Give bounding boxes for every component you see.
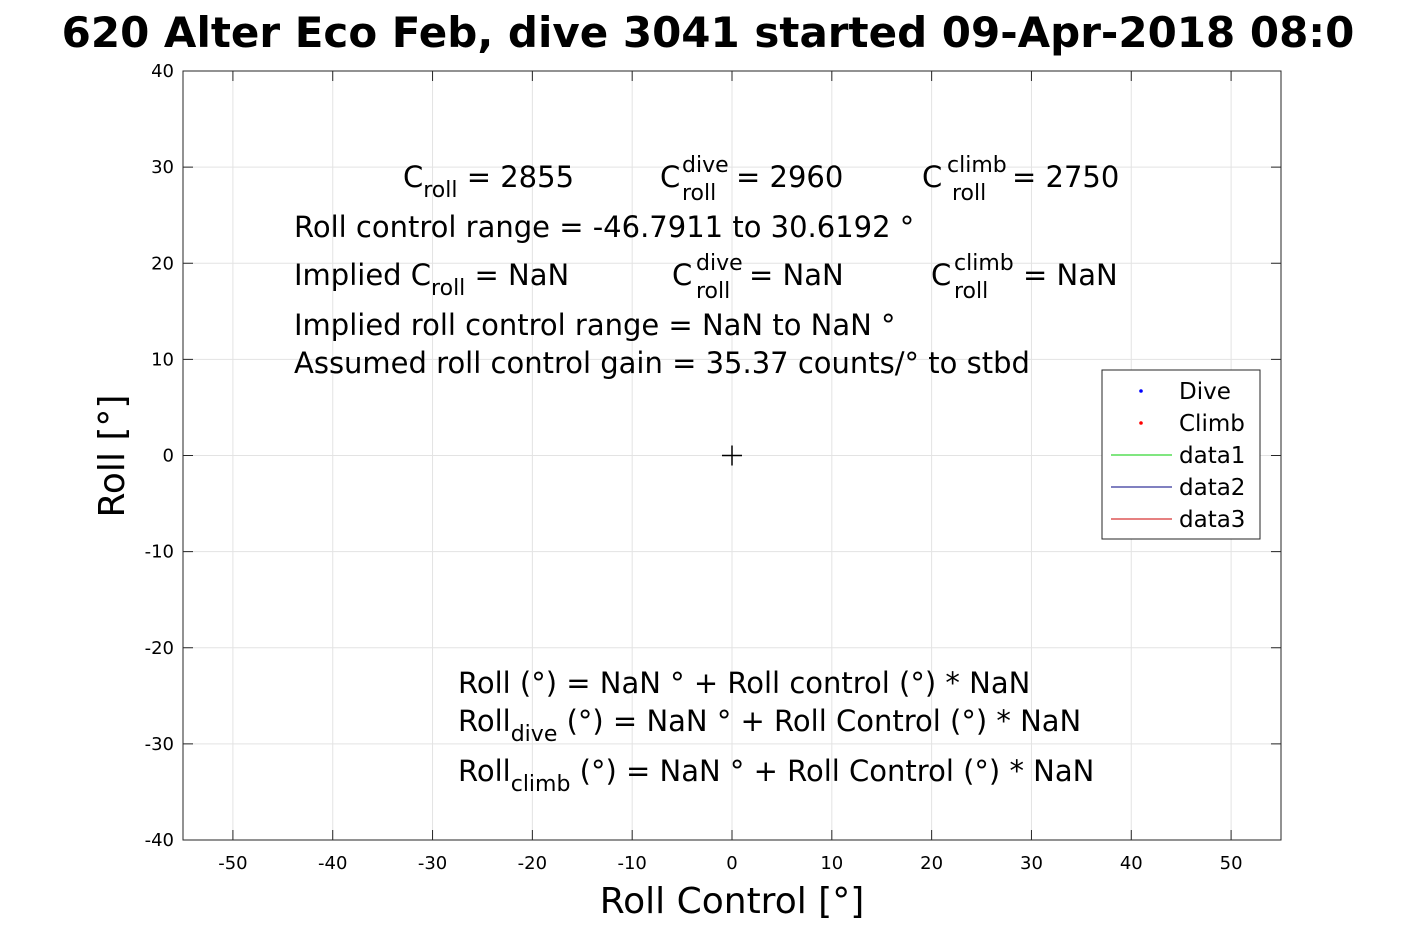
annotation-implied-climb-sup: climb	[954, 251, 1014, 276]
annotation-fits: Roll (°) = NaN ° + Roll control (°) * Na…	[458, 666, 1094, 797]
legend: Dive Climb data1 data2 data3	[1101, 369, 1261, 540]
annotation-c-roll-climb-value: = 2750	[1012, 160, 1119, 194]
annotation-implied-dive-sup: dive	[696, 251, 743, 276]
legend-label-data1: data1	[1179, 443, 1245, 469]
annotation-c-roll-climb-sub: roll	[952, 181, 986, 206]
x-tick-label: -30	[418, 853, 447, 874]
annotation-implied-climb: C	[931, 258, 951, 292]
x-axis-label: Roll Control [°]	[600, 881, 865, 922]
legend-label-data2: data2	[1179, 475, 1245, 501]
annotation-implied-dive-value: = NaN	[749, 258, 844, 292]
annotation-coefficients: Croll = 2855 C dive roll = 2960 C climb …	[294, 153, 1119, 380]
plot-frame	[182, 70, 1282, 841]
x-tick-label: -40	[318, 853, 347, 874]
annotation-fit-climb: Rollclimb (°) = NaN ° + Roll Control (°)…	[458, 754, 1094, 797]
origin-plus-marker	[722, 445, 742, 466]
annotation-implied-climb-sub: roll	[954, 279, 988, 304]
x-tick-label: -50	[218, 853, 247, 874]
x-tick-label: 30	[1020, 853, 1043, 874]
annotation-gain: Assumed roll control gain = 35.37 counts…	[294, 346, 1030, 380]
y-tick-label: 40	[151, 61, 174, 82]
y-axis-label: Roll [°]	[92, 395, 133, 518]
annotation-c-roll-climb: C	[922, 160, 942, 194]
x-tick-label: -10	[617, 853, 646, 874]
annotation-c-roll: Croll = 2855	[403, 160, 574, 203]
annotation-c-roll-climb-sup: climb	[947, 153, 1007, 178]
y-tick-label: 30	[151, 157, 174, 178]
annotation-fit-dive: Rolldive (°) = NaN ° + Roll Control (°) …	[458, 704, 1081, 747]
y-tick-labels: -40 -30 -20 -10 0 10 20 30 40	[145, 61, 174, 851]
y-tick-label: 10	[151, 349, 174, 370]
y-tick-label: -10	[145, 542, 174, 563]
x-tick-label: 0	[726, 853, 737, 874]
legend-label-dive: Dive	[1179, 379, 1231, 405]
legend-swatch-climb	[1139, 421, 1143, 425]
x-tick-label: 50	[1220, 853, 1243, 874]
annotation-range: Roll control range = -46.7911 to 30.6192…	[294, 210, 914, 244]
x-tick-label: 20	[920, 853, 943, 874]
legend-entries: Dive Climb data1 data2 data3	[1111, 379, 1245, 533]
x-tick-label: 40	[1120, 853, 1143, 874]
x-tick-label: -20	[518, 853, 547, 874]
x-tick-label: 10	[820, 853, 843, 874]
chart-title: 620 Alter Eco Feb, dive 3041 started 09-…	[62, 8, 1355, 57]
y-tick-label: -20	[145, 638, 174, 659]
annotation-c-roll-dive: C	[660, 160, 680, 194]
annotation-c-roll-dive-sub: roll	[682, 181, 716, 206]
annotation-implied-range: Implied roll control range = NaN to NaN …	[294, 308, 896, 342]
annotation-implied-dive: C	[672, 258, 692, 292]
annotation-implied-dive-sub: roll	[696, 279, 730, 304]
annotation-c-roll-dive-sup: dive	[682, 153, 729, 178]
y-tick-label: 20	[151, 253, 174, 274]
legend-label-data3: data3	[1179, 507, 1245, 533]
annotation-c-roll-dive-value: = 2960	[736, 160, 843, 194]
legend-label-climb: Climb	[1179, 411, 1245, 437]
y-tick-label: -30	[145, 734, 174, 755]
x-tick-labels: -50 -40 -30 -20 -10 0 10 20 30 40 50	[218, 853, 1242, 874]
annotation-implied-climb-value: = NaN	[1023, 258, 1118, 292]
y-tick-label: 0	[163, 446, 174, 467]
legend-swatch-dive	[1139, 389, 1143, 393]
annotation-fit: Roll (°) = NaN ° + Roll control (°) * Na…	[458, 666, 1030, 700]
annotation-implied-c-roll: Implied Croll = NaN	[294, 258, 569, 301]
y-tick-label: -40	[145, 830, 174, 851]
